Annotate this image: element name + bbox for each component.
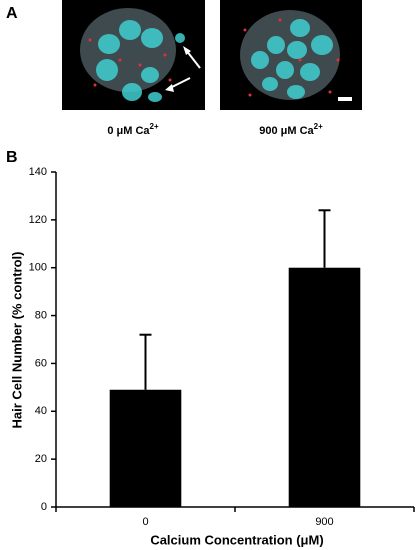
panel-label: A [6,5,18,22]
y-tick-label: 60 [35,357,47,369]
panel-label: B [6,149,18,166]
y-tick-label: 80 [35,309,47,321]
y-tick-label: 140 [29,166,47,178]
image-caption: 900 μM Ca2+ [259,122,323,137]
y-tick-label: 100 [29,262,47,274]
bar [288,267,361,507]
micrograph-1 [220,0,362,110]
x-tick-label: 0 [142,516,148,528]
y-tick-label: 40 [35,405,47,417]
bar [109,389,182,507]
x-axis-label: Calcium Concentration (μM) [150,532,323,547]
y-tick-label: 0 [41,501,47,513]
x-tick-label: 900 [315,516,333,528]
y-tick-label: 120 [29,214,47,226]
micrograph-0 [62,0,205,110]
y-axis-label: Hair Cell Number (% control) [9,252,24,429]
image-caption: 0 μM Ca2+ [107,122,159,137]
y-tick-label: 20 [35,453,47,465]
